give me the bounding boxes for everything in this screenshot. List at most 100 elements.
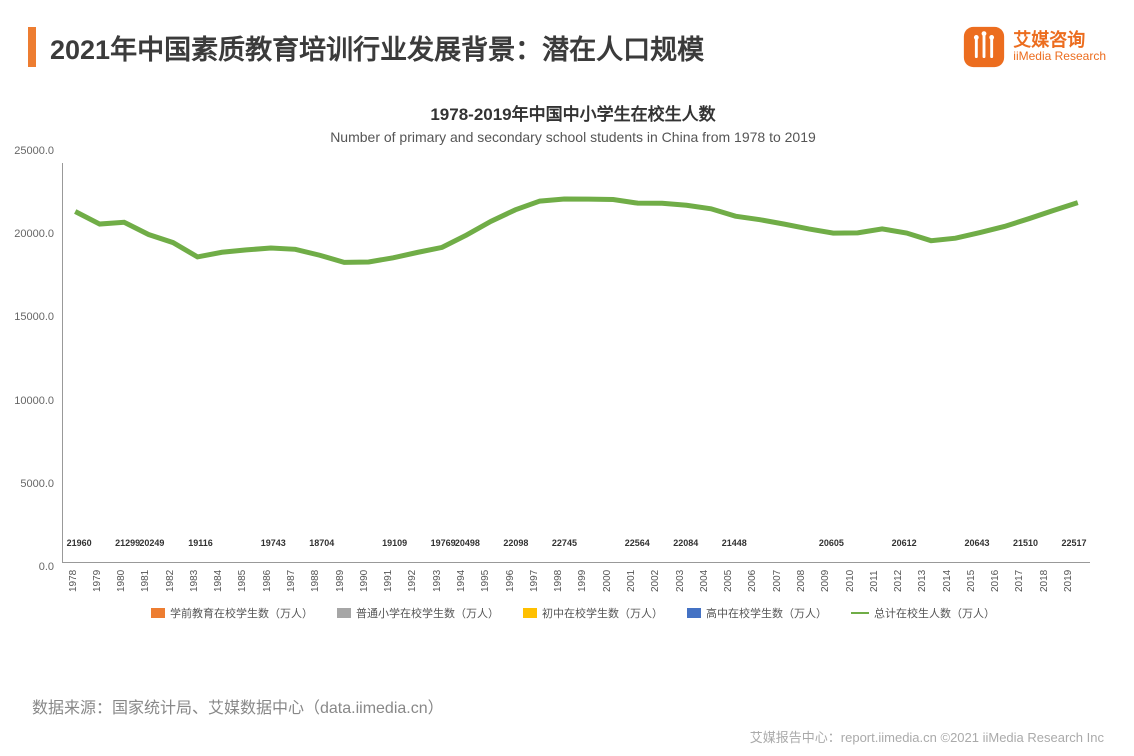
data-label: 20249 [139,538,164,550]
legend-label: 高中在校学生数（万人） [706,605,827,621]
data-label: 21510 [1013,538,1038,550]
legend: 学前教育在校学生数（万人） 普通小学在校学生数（万人） 初中在校学生数（万人） 高中在… [56,605,1090,621]
logo: 艾媒咨询 iiMedia Research [961,24,1106,70]
chart-title-en: Number of primary and secondary school s… [56,129,1090,145]
chart-title-cn: 1978-2019年中国中小学生在校生人数 [56,100,1090,125]
y-tick: 0.0 [39,561,54,573]
legend-item: 学前教育在校学生数（万人） [151,605,313,621]
legend-item: 普通小学在校学生数（万人） [337,605,499,621]
data-label: 22084 [673,538,698,550]
x-tick: 2019 [1063,565,1084,599]
x-tick: 2002 [650,565,671,599]
x-tick: 1990 [359,565,380,599]
y-tick: 5000.0 [20,478,54,490]
data-label: 19109 [382,538,407,550]
x-tick: 1998 [553,565,574,599]
x-tick: 1999 [577,565,598,599]
logo-cn: 艾媒咨询 [1013,31,1106,50]
x-tick: 1980 [116,565,137,599]
x-tick: 1996 [505,565,526,599]
x-tick: 1984 [213,565,234,599]
x-tick: 1981 [140,565,161,599]
x-tick: 2017 [1014,565,1035,599]
x-axis: 1978197919801981198219831984198519861987… [62,565,1090,599]
data-label: 20612 [892,538,917,550]
data-label: 20643 [964,538,989,550]
legend-swatch [851,612,869,614]
accent-bar [28,27,36,67]
x-tick: 2001 [626,565,647,599]
y-tick: 20000.0 [14,228,54,240]
logo-en: iiMedia Research [1013,50,1106,63]
legend-swatch [687,608,701,618]
legend-item: 高中在校学生数（万人） [687,605,827,621]
data-label: 19116 [188,538,213,550]
data-label: 21448 [722,538,747,550]
legend-item: 初中在校学生数（万人） [523,605,663,621]
data-label: 18704 [309,538,334,550]
y-tick: 10000.0 [14,395,54,407]
data-label: 20605 [819,538,844,550]
x-tick: 1983 [189,565,210,599]
plot-container: 0.05000.010000.015000.020000.025000.0 21… [56,163,1090,599]
x-tick: 1979 [92,565,113,599]
data-label: 22564 [625,538,650,550]
x-tick: 2009 [820,565,841,599]
bars-layer: 21960 2129920249 19116 19743 18704 19109 19769… [63,163,1090,562]
x-tick: 2011 [869,565,890,599]
legend-swatch [151,608,165,618]
iimedia-logo-icon [961,24,1007,70]
legend-item: 总计在校生人数（万人） [851,605,995,621]
footer-copyright: 艾媒报告中心：report.iimedia.cn ©2021 iiMedia R… [750,727,1104,746]
data-label: 20498 [455,538,480,550]
x-tick: 2018 [1039,565,1060,599]
x-tick: 2012 [893,565,914,599]
x-tick: 1993 [432,565,453,599]
x-tick: 2003 [675,565,696,599]
data-label: 21960 [67,538,92,550]
x-tick: 1992 [407,565,428,599]
footer-source: 数据来源：国家统计局、艾媒数据中心（data.iimedia.cn） [32,694,444,718]
header: 2021年中国素质教育培训行业发展背景：潜在人口规模 艾媒咨询 iiMedia … [0,0,1134,70]
x-tick: 2014 [942,565,963,599]
x-tick: 1978 [68,565,89,599]
data-label: 22098 [503,538,528,550]
x-tick: 1997 [529,565,550,599]
legend-label: 初中在校学生数（万人） [542,605,663,621]
chart-area: 1978-2019年中国中小学生在校生人数 Number of primary … [56,100,1090,648]
x-tick: 2006 [747,565,768,599]
data-label: 22745 [552,538,577,550]
x-tick: 1986 [262,565,283,599]
y-tick: 25000.0 [14,145,54,157]
x-tick: 2005 [723,565,744,599]
x-tick: 2004 [699,565,720,599]
data-label: 21299 [115,538,140,550]
x-tick: 1987 [286,565,307,599]
x-tick: 2008 [796,565,817,599]
x-tick: 1995 [480,565,501,599]
legend-swatch [337,608,351,618]
data-label: 19743 [261,538,286,550]
x-tick: 2015 [966,565,987,599]
page-title: 2021年中国素质教育培训行业发展背景：潜在人口规模 [50,28,961,67]
legend-label: 学前教育在校学生数（万人） [170,605,313,621]
x-tick: 2007 [772,565,793,599]
y-tick: 15000.0 [14,311,54,323]
legend-label: 普通小学在校学生数（万人） [356,605,499,621]
data-label: 22517 [1062,538,1087,550]
x-tick: 1988 [310,565,331,599]
x-tick: 1991 [383,565,404,599]
x-tick: 1994 [456,565,477,599]
x-tick: 2016 [990,565,1011,599]
plot: 21960 2129920249 19116 19743 18704 19109 19769… [62,163,1090,563]
x-tick: 2010 [845,565,866,599]
x-tick: 2000 [602,565,623,599]
x-tick: 1989 [335,565,356,599]
legend-label: 总计在校生人数（万人） [874,605,995,621]
x-tick: 2013 [917,565,938,599]
x-tick: 1982 [165,565,186,599]
data-label: 19769 [431,538,456,550]
y-axis: 0.05000.010000.015000.020000.025000.0 [6,163,54,579]
x-tick: 1985 [237,565,258,599]
legend-swatch [523,608,537,618]
